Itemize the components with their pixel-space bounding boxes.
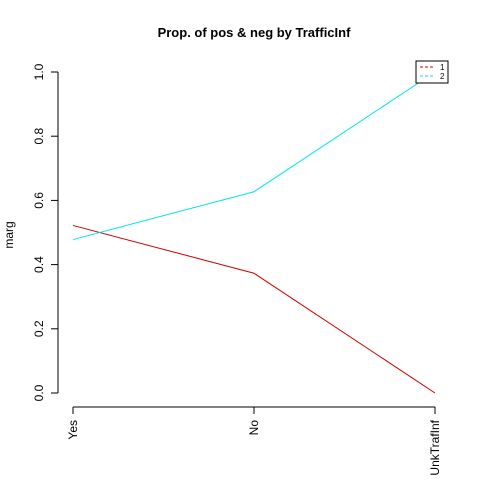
- chart-title: Prop. of pos & neg by TrafficInf: [158, 25, 352, 40]
- y-axis-label: marg: [2, 221, 16, 248]
- y-tick-label: 0.8: [32, 128, 46, 145]
- x-tick-label: No: [247, 420, 261, 436]
- y-tick-label: 0.4: [32, 256, 46, 273]
- x-tick-label: UnkTrafInf: [428, 419, 442, 475]
- y-axis: 0.0 0.2 0.4 0.6 0.8 1.0: [32, 63, 59, 401]
- y-tick-label: 0.6: [32, 192, 46, 209]
- y-tick-label: 1.0: [32, 63, 46, 80]
- legend-box: [415, 60, 449, 84]
- y-tick-label: 0.2: [32, 320, 46, 337]
- legend-label-2: 2: [440, 72, 445, 81]
- x-tick-label: Yes: [66, 420, 80, 440]
- legend-label-1: 1: [440, 63, 445, 72]
- x-axis: Yes No UnkTrafInf: [66, 406, 442, 476]
- y-tick-label: 0.0: [32, 384, 46, 401]
- legend: 12: [415, 60, 449, 84]
- series-lines: [72, 71, 436, 394]
- series-line-1: [72, 224, 436, 394]
- series-line-2: [72, 71, 436, 241]
